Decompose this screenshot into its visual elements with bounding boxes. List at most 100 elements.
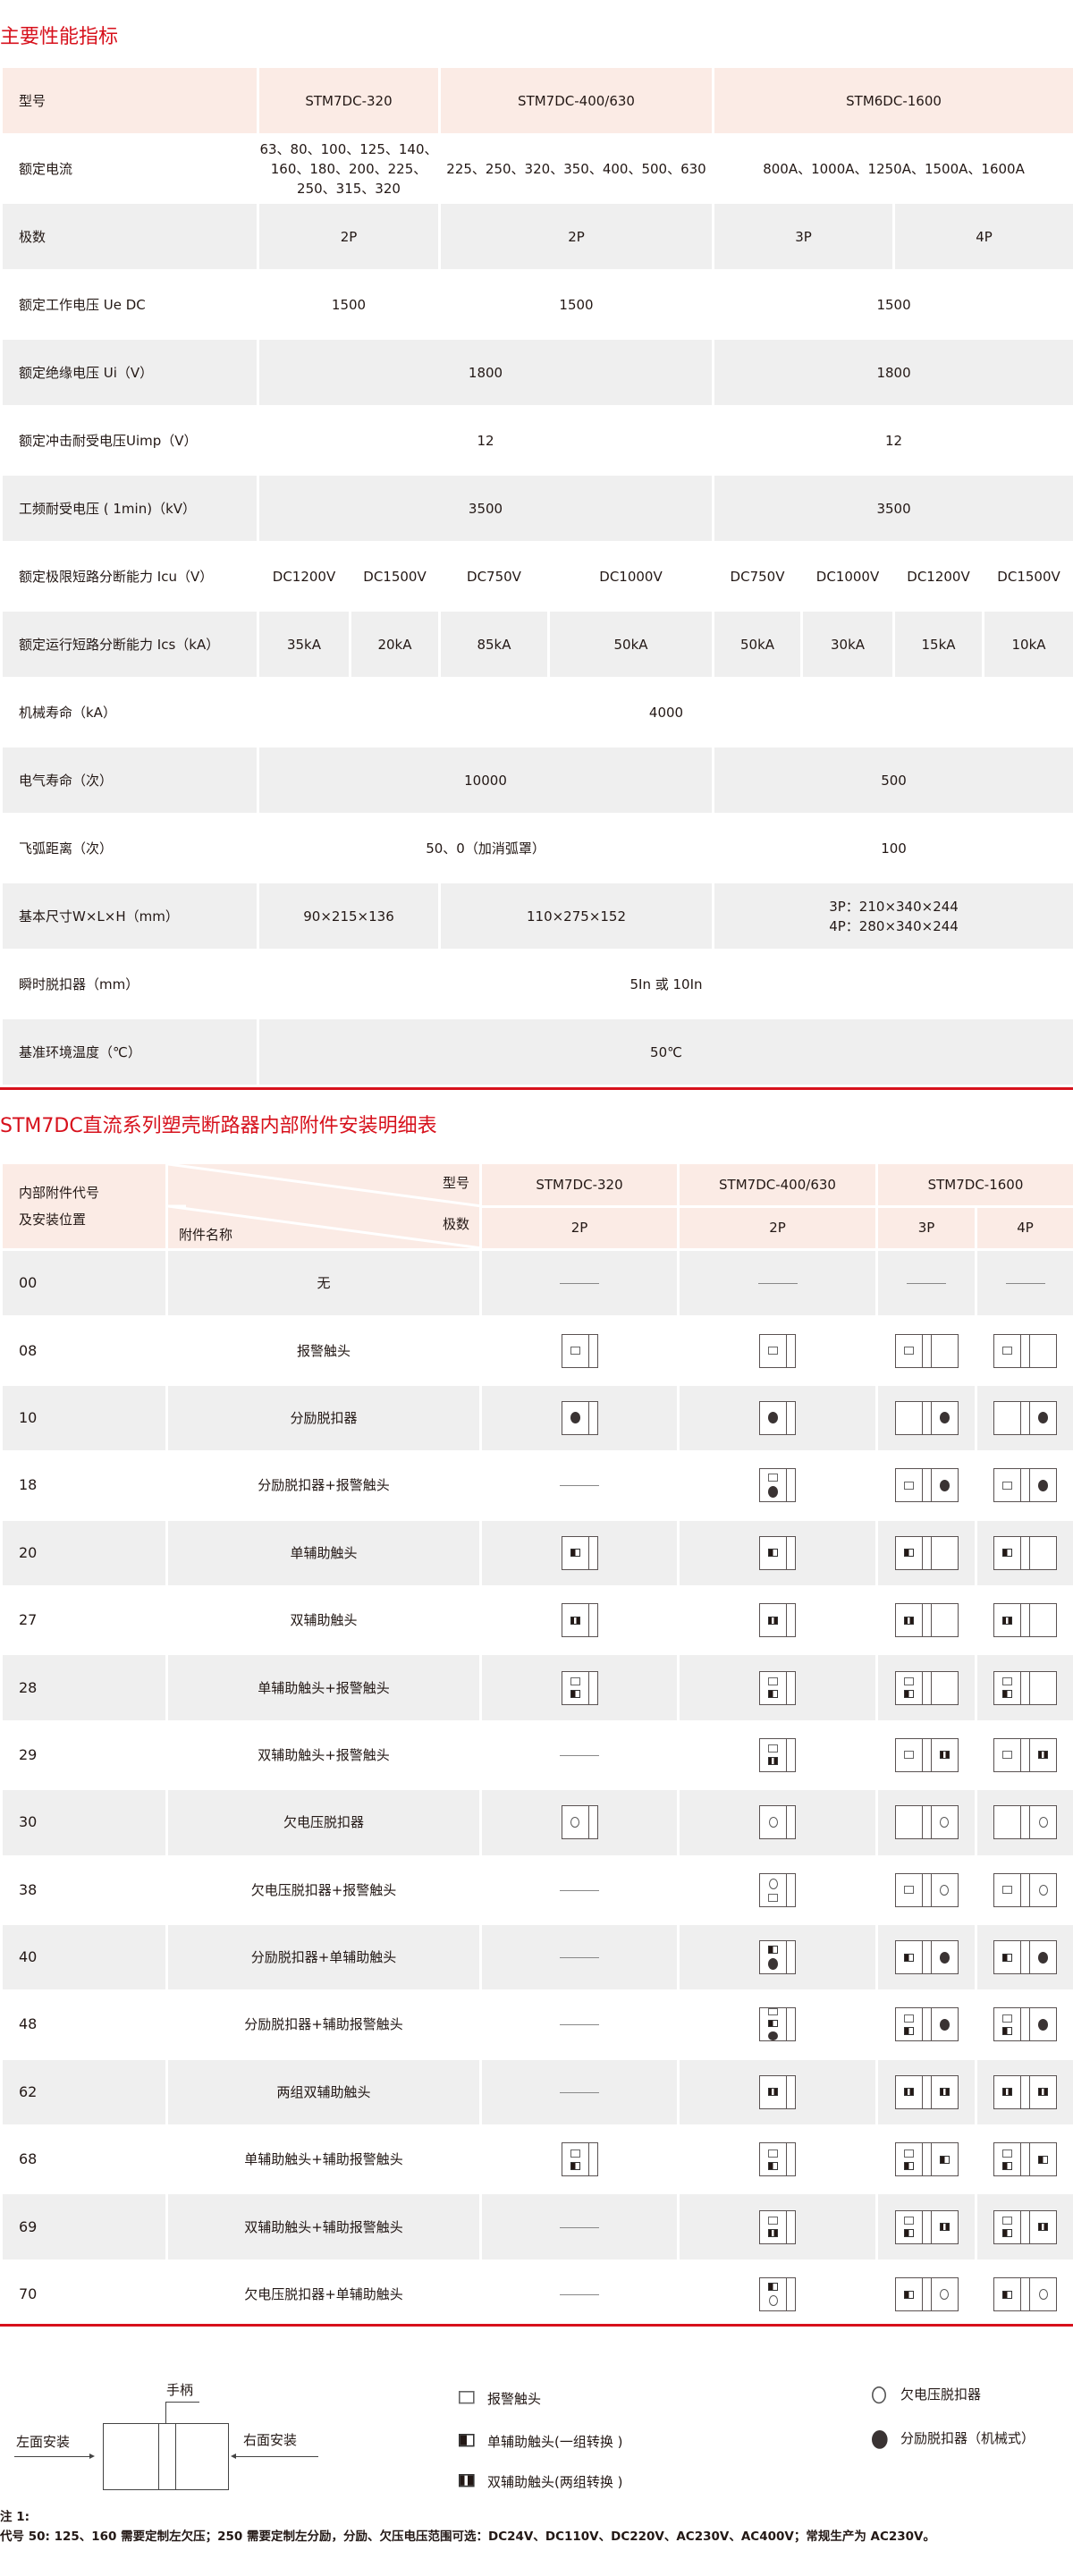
- accessory-layout-icon: [759, 2074, 796, 2109]
- accessory-name: 双辅助触头+辅助报警触头: [165, 2192, 482, 2262]
- accessory-code: 08: [0, 1315, 168, 1386]
- accessory-cell: [975, 1450, 1073, 1521]
- model-header: STM7DC-1600: [875, 1161, 1073, 1208]
- accessory-cell: [677, 1315, 878, 1386]
- legend-label: 双辅助触头(两组转换 ): [487, 2474, 623, 2490]
- compartment: [760, 1672, 786, 1704]
- pole-strip: [587, 1401, 597, 1434]
- compartment: [760, 1941, 786, 1973]
- spec-value: STM6DC-1600: [712, 65, 1073, 136]
- row-label: 飞弧距离（次）: [0, 813, 259, 883]
- compartment: [932, 1469, 958, 1501]
- spec-value: 5In 或 10In: [256, 949, 1073, 1019]
- accessory-cell: [975, 1247, 1073, 1319]
- accessory-code: 18: [0, 1450, 168, 1521]
- accessory-cell: [875, 1719, 977, 1791]
- undervoltage-release-icon: [768, 1878, 778, 1889]
- double-aux-contact-icon: [570, 1616, 580, 1625]
- accessory-layout-icon: [993, 1670, 1057, 1705]
- not-available-dash: [560, 1754, 599, 1756]
- accessory-layout-icon: [561, 1333, 598, 1368]
- accessory-row: 10 分励脱扣器: [0, 1382, 1073, 1454]
- accessory-layout-icon: [993, 1940, 1057, 1975]
- row-label: 基准环境温度（℃）: [0, 1017, 259, 1087]
- accessory-layout-icon: [993, 1468, 1057, 1503]
- poles-header: 2P: [677, 1204, 878, 1251]
- accessory-name: 欠电压脱扣器: [165, 1787, 482, 1858]
- single-aux-contact-icon: [768, 1690, 778, 1699]
- accessory-cell: [479, 1652, 680, 1723]
- spec-row: 额定极限短路分断能力 Icu（V） DC1200V DC1500V DC750V DC1…: [0, 541, 1073, 612]
- legend-label: 分励脱扣器（机械式）: [900, 2430, 1035, 2446]
- spec-value: 12: [256, 405, 715, 476]
- accessory-cell: [975, 1584, 1073, 1656]
- accessory-name: 欠电压脱扣器+报警触头: [165, 1854, 482, 1925]
- alarm-contact-icon: [768, 1347, 778, 1356]
- pole-strip: [921, 1604, 932, 1637]
- accessory-layout-icon: [993, 1872, 1057, 1907]
- divider: [0, 1087, 1073, 1090]
- compartment: [896, 1402, 922, 1434]
- accessory-cell: [975, 1787, 1073, 1858]
- accessory-cell: [975, 1652, 1073, 1723]
- double-aux-contact-icon: [1038, 1751, 1048, 1760]
- spec-value: DC1000V: [546, 541, 715, 612]
- undervoltage-release-icon: [940, 1884, 949, 1896]
- not-available-dash: [560, 2024, 599, 2026]
- pole-strip: [1020, 2008, 1030, 2041]
- pole-strip: [786, 2278, 795, 2311]
- accessory-name: 分励脱扣器+单辅助触头: [165, 1921, 482, 1993]
- spec-table: 型号 STM7DC-320 STM7DC-400/630 STM6DC-1600 额定电…: [0, 65, 1073, 1087]
- single-aux-contact-icon: [1038, 2155, 1048, 2164]
- undervoltage-release-icon: [570, 1817, 579, 1829]
- compartment: [932, 1806, 958, 1838]
- accessory-cell: [975, 2124, 1073, 2195]
- spec-value: DC750V: [438, 541, 550, 612]
- row-label: 额定冲击耐受电压Uimp（V）: [0, 405, 259, 476]
- spec-value: 110×275×152: [437, 881, 715, 951]
- accessory-layout-icon: [759, 2142, 796, 2177]
- spec-value: STM7DC-400/630: [437, 65, 715, 136]
- accessory-layout-icon: [759, 1670, 796, 1705]
- accessory-section-title: STM7DC直流系列塑壳断路器内部附件安装明细表: [0, 1115, 437, 1137]
- pole-strip: [786, 2075, 795, 2108]
- spec-value: 2P: [437, 201, 715, 272]
- accessory-cell: [875, 1854, 977, 1925]
- compartment: [896, 1941, 922, 1973]
- accessory-layout-icon: [759, 1940, 796, 1975]
- compartment: [1030, 1335, 1056, 1367]
- spec-value: 1500: [257, 269, 441, 340]
- compartment: [896, 1469, 922, 1501]
- accessory-code: 48: [0, 1989, 168, 2060]
- accessory-cell: [975, 2057, 1073, 2128]
- compartment: [760, 1739, 786, 1771]
- accessory-layout-icon: [894, 1670, 959, 1705]
- compartment: [932, 1335, 958, 1367]
- pole-strip: [587, 1334, 597, 1367]
- double-aux-contact-icon: [939, 1751, 950, 1760]
- spec-value: 12: [712, 405, 1073, 476]
- spec-value: 1800: [712, 337, 1073, 408]
- spec-section-title: 主要性能指标: [0, 26, 119, 48]
- alarm-contact-icon: [903, 1677, 914, 1686]
- row-label: 机械寿命（kA）: [0, 677, 259, 747]
- compartment: [1030, 1739, 1056, 1771]
- undervoltage-release-icon: [872, 2386, 886, 2404]
- spec-value: 100: [712, 813, 1073, 883]
- compartment: [1030, 1941, 1056, 1973]
- single-aux-contact-icon: [1002, 1953, 1012, 1962]
- compartment: [896, 2076, 922, 2108]
- spec-row: 额定运行短路分断能力 Ics（kA） 35kA 20kA 85kA 50kA 50kA 30…: [0, 609, 1073, 680]
- accessory-layout-icon: [894, 2209, 959, 2244]
- compartment: [896, 1806, 922, 1838]
- compartment: [994, 1402, 1020, 1434]
- legend-label: 报警触头: [487, 2391, 542, 2407]
- double-aux-contact-icon: [768, 1616, 778, 1625]
- shunt-release-icon: [939, 1479, 950, 1491]
- accessory-code: 00: [0, 1247, 168, 1319]
- pole-strip: [786, 1671, 795, 1704]
- spec-value: DC750V: [712, 541, 804, 612]
- undervoltage-release-icon: [940, 2289, 949, 2301]
- pole-strip: [1020, 1334, 1030, 1367]
- accessory-name: 欠电压脱扣器+单辅助触头: [165, 2259, 482, 2330]
